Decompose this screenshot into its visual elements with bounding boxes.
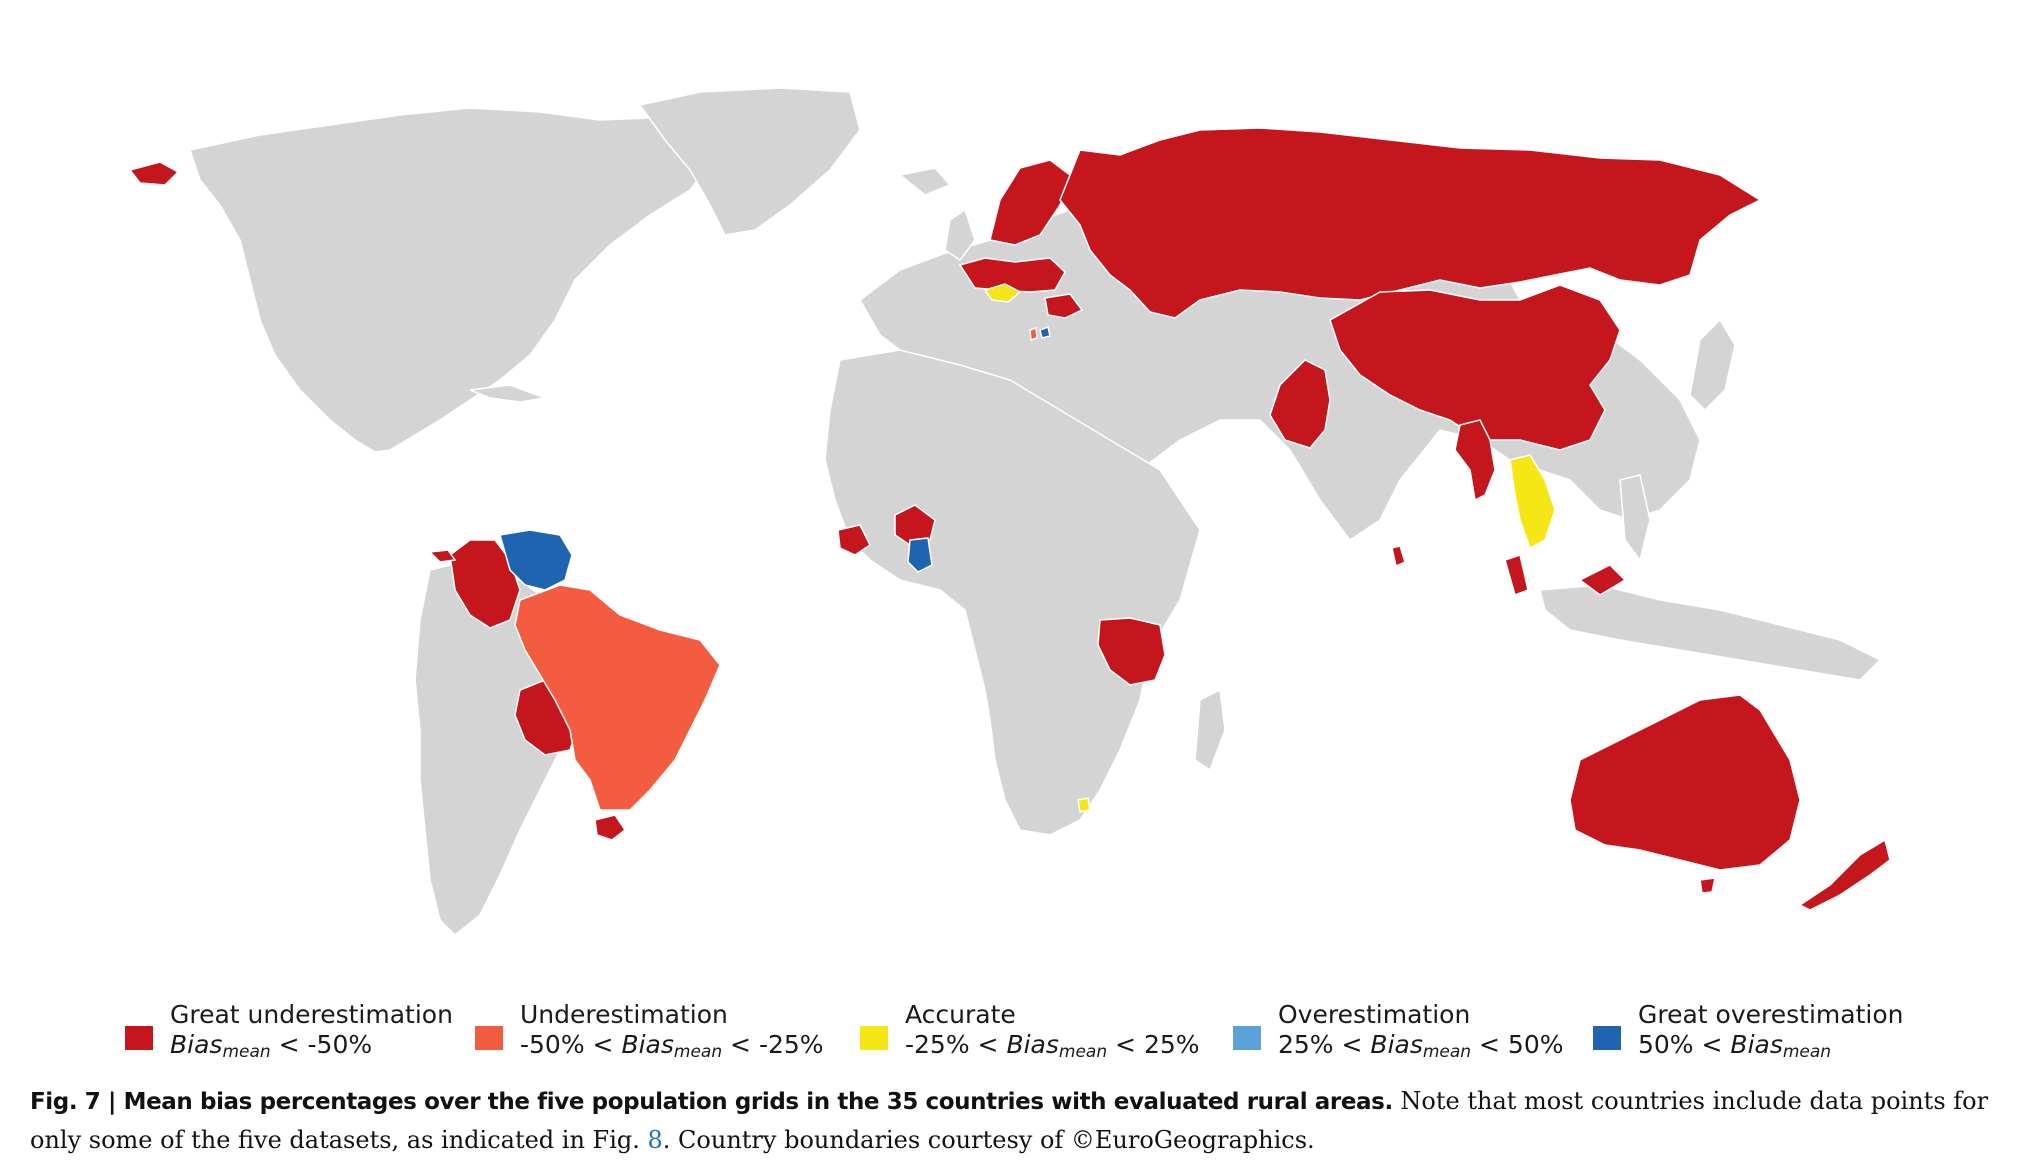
pakistan-region [1269, 359, 1331, 449]
indonesia [1539, 584, 1882, 681]
panama-region [428, 549, 457, 563]
new-zealand [1798, 838, 1891, 911]
legend-label: Underestimation [520, 1000, 728, 1029]
legend-label: Accurate [905, 1000, 1016, 1029]
ghana [907, 537, 933, 573]
tasmania [1699, 877, 1716, 894]
myanmar-region [1454, 419, 1496, 502]
caption-fig-label: Fig. 7 | [30, 1089, 124, 1115]
russia-region [1059, 127, 1762, 319]
legend-range: -50% < Biasmean < -25% [520, 1030, 824, 1062]
swatch-underestimation [475, 1026, 503, 1050]
great-underestimation-regions [128, 127, 1891, 911]
legend-range: 50% < Biasmean [1638, 1030, 1832, 1062]
uruguay [594, 814, 627, 841]
underestimation-regions [514, 326, 1038, 811]
hungary-region [983, 283, 1022, 303]
china-region [1329, 284, 1621, 451]
caption-text: Note that most countries include data po… [30, 1087, 1989, 1154]
alaska-region [128, 161, 180, 186]
swatch-great-overestimation [1593, 1026, 1621, 1050]
lesotho-region [1077, 797, 1091, 813]
accurate-regions [983, 283, 1556, 813]
legend-range: 25% < Biasmean < 50% [1278, 1030, 1564, 1062]
legend-label: Great overestimation [1638, 1000, 1904, 1029]
japan [1689, 318, 1736, 412]
australia [1569, 694, 1801, 871]
philippines [1619, 474, 1651, 562]
north-america [189, 107, 721, 453]
legend-range: Biasmean < -50% [170, 1030, 373, 1062]
sri-lanka [1391, 545, 1406, 568]
caption-bold-title: Mean bias percentages over the five popu… [123, 1089, 1394, 1115]
great-overestimation-regions [499, 325, 1051, 591]
romania-region [1044, 293, 1084, 319]
balkan-blue [1039, 325, 1051, 339]
world-map [128, 87, 1891, 937]
figure-8-link[interactable]: 8 [647, 1126, 663, 1154]
greenland [638, 87, 861, 236]
figure-caption: Fig. 7 | Mean bias percentages over the … [30, 1082, 2000, 1159]
legend-label: Great underestimation [170, 1000, 453, 1029]
central-europe-region [958, 257, 1066, 293]
caption-credit: . Country boundaries courtesy of ©EuroGe… [662, 1126, 1315, 1154]
colombia [449, 539, 521, 629]
swatch-overestimation [1233, 1026, 1261, 1050]
tanzania [1097, 617, 1166, 686]
balkan-small [1029, 326, 1038, 342]
vietnam-region [1509, 454, 1556, 550]
iceland [898, 167, 952, 196]
legend-label: Overestimation [1278, 1000, 1471, 1029]
swatch-accurate [860, 1026, 888, 1050]
swatch-great-underestimation [125, 1026, 153, 1050]
uk [944, 208, 976, 262]
africa [824, 349, 1201, 836]
venezuela [499, 529, 573, 591]
brazil [514, 584, 721, 811]
malaysia-region [1504, 554, 1627, 596]
madagascar [1194, 688, 1226, 772]
cuba [469, 384, 548, 403]
legend-range: -25% < Biasmean < 25% [905, 1030, 1200, 1062]
legend: Great underestimation Biasmean < -50% Un… [125, 1000, 1985, 1070]
